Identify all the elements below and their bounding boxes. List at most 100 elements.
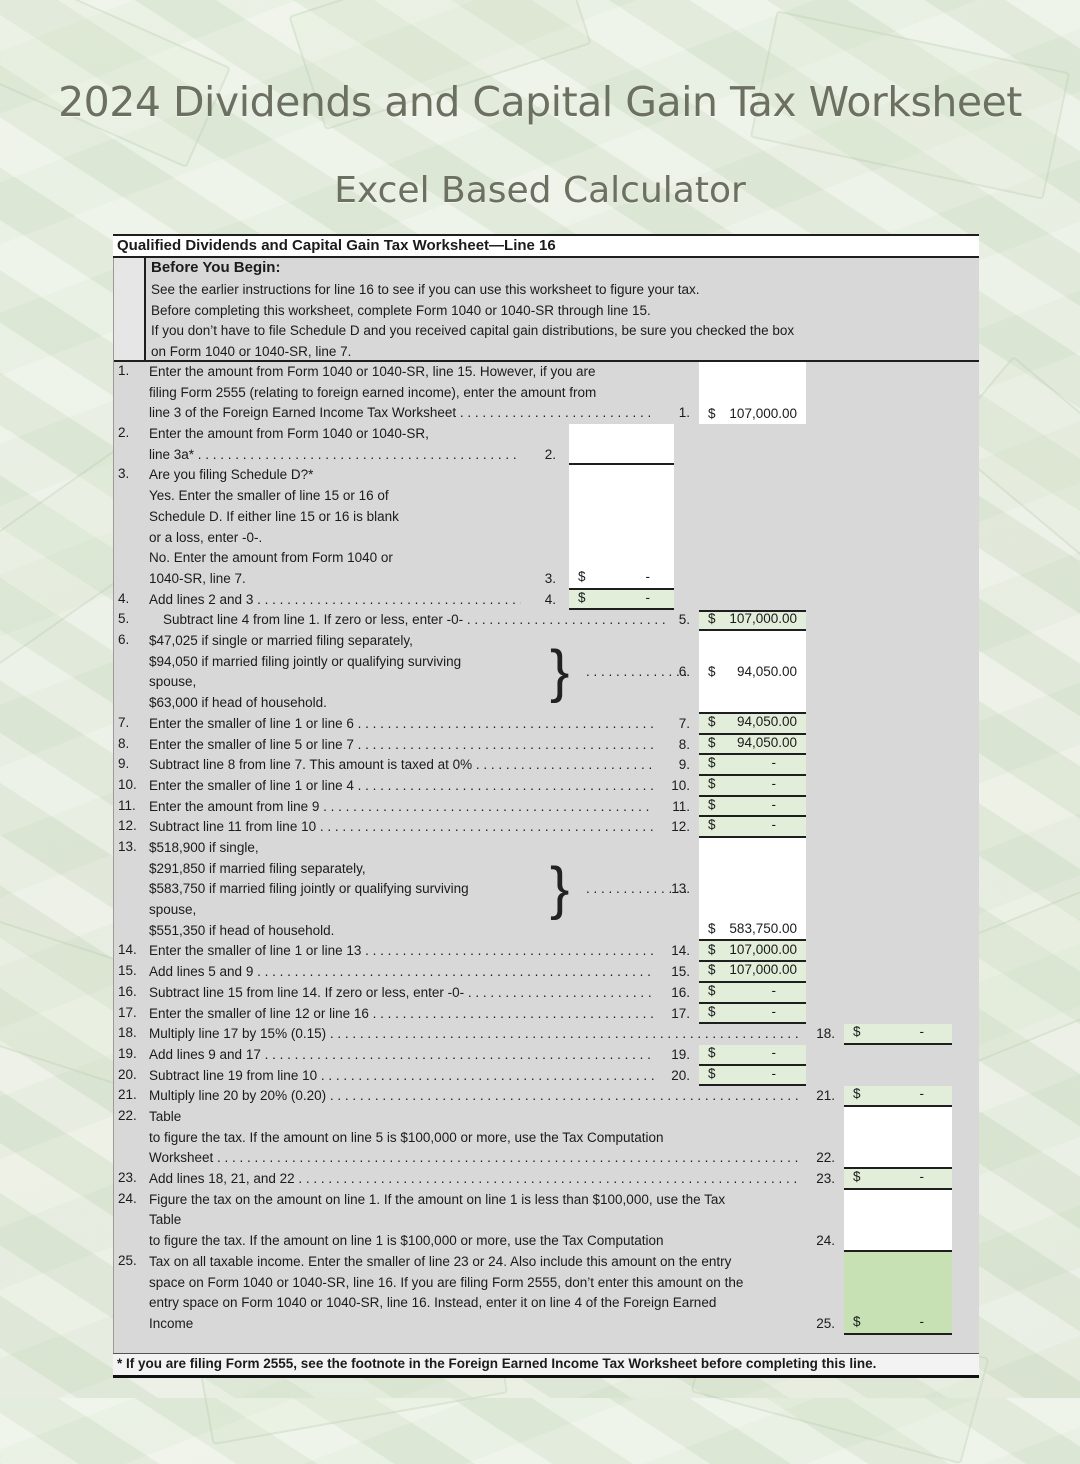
line-value-label: 23. — [816, 1171, 835, 1187]
line-value-label: 24. — [816, 1233, 835, 1249]
line-text: Subtract line 4 from line 1. If zero or … — [163, 612, 666, 628]
line-text: $94,050 if married filing jointly or qua… — [149, 653, 462, 669]
line-23-value-cell[interactable]: $ - — [844, 1169, 952, 1190]
line-value-label: 21. — [816, 1088, 835, 1104]
line-20-value-cell[interactable]: $ - — [699, 1065, 806, 1087]
amount-value: 107,000.00 — [729, 962, 797, 978]
line-3-value-cell[interactable]: $ - — [569, 465, 674, 590]
cell-value: $ - — [699, 981, 806, 1001]
cell-value: $107,000.00 — [699, 939, 806, 959]
cell-value: $107,000.00 — [699, 403, 806, 423]
amount-value: - — [771, 817, 777, 833]
line-value-label: 9. — [678, 757, 690, 773]
cell-value: $94,050.00 — [699, 712, 806, 732]
line-24-value-cell[interactable] — [844, 1189, 952, 1252]
line-22-value-cell[interactable] — [844, 1106, 952, 1170]
cell-value: $ - — [844, 1022, 952, 1042]
before-line: Before completing this worksheet, comple… — [151, 302, 651, 318]
amount-value: - — [771, 1003, 777, 1019]
cell-value: $ - — [569, 567, 674, 587]
line-value-label: 8. — [678, 736, 690, 752]
before-heading: Before You Begin: — [151, 259, 281, 276]
cell-value: $ - — [844, 1167, 952, 1187]
before-you-begin-section: Before You Begin: See the earlier instru… — [114, 258, 979, 362]
line-text: Enter the smaller of line 1 or line 13 .… — [149, 943, 654, 959]
line-text: Tax on all taxable income. Enter the sma… — [149, 1253, 732, 1269]
amount-value: 94,050.00 — [736, 663, 797, 679]
line-text: Subtract line 19 from line 10 . . . . . … — [149, 1067, 654, 1083]
line-7-value-cell[interactable]: $94,050.00 — [699, 712, 806, 735]
currency-symbol: $ — [708, 983, 716, 999]
line-2-value-cell[interactable] — [569, 424, 674, 466]
line-number: 6. — [118, 632, 130, 648]
amount-value: 107,000.00 — [729, 405, 797, 421]
amount-value: - — [771, 1045, 777, 1061]
line-text: $551,350 if head of household. — [149, 922, 335, 938]
cell-value: $ - — [699, 753, 806, 773]
currency-symbol: $ — [708, 610, 716, 626]
line-value-label: 7. — [678, 715, 690, 731]
currency-symbol: $ — [708, 920, 716, 936]
cell-value: $ - — [569, 587, 674, 607]
worksheet-line-16: 16. Subtract line 15 from line 14. If zer… — [114, 981, 980, 1004]
worksheet-line-13: 13. $518,900 if single, $291,850 if marrie… — [114, 837, 980, 942]
line-number: 4. — [118, 590, 130, 606]
amount-value: - — [919, 1024, 925, 1040]
line-5-value-cell[interactable]: $107,000.00 — [699, 610, 806, 632]
line-text: Enter the amount from Form 1040 or 1040-… — [149, 426, 429, 442]
line-19-value-cell[interactable]: $ - — [699, 1044, 806, 1066]
line-1-value-cell[interactable]: $107,000.00 — [699, 362, 806, 425]
line-11-value-cell[interactable]: $ - — [699, 796, 806, 818]
currency-symbol: $ — [708, 776, 716, 792]
line-text: Yes. Enter the smaller of line 15 or 16 … — [149, 488, 389, 504]
currency-symbol: $ — [853, 1314, 861, 1330]
line-text: space on Form 1040 or 1040-SR, line 16. … — [149, 1274, 744, 1290]
line-text: Figure the tax on the amount on line 1. … — [149, 1191, 726, 1207]
line-9-value-cell[interactable]: $ - — [699, 755, 806, 776]
line-16-value-cell[interactable]: $ - — [699, 981, 806, 1004]
line-15-value-cell[interactable]: $107,000.00 — [699, 962, 806, 983]
currency-symbol: $ — [578, 589, 586, 605]
line-8-value-cell[interactable]: $94,050.00 — [699, 734, 806, 756]
line-text: Enter the smaller of line 5 or line 7 . … — [149, 736, 654, 752]
line-14-value-cell[interactable]: $107,000.00 — [699, 939, 806, 963]
currency-symbol: $ — [708, 817, 716, 833]
brace-glyph: } — [550, 639, 570, 705]
worksheet-line-17: 17. Enter the smaller of line 12 or line … — [114, 1003, 980, 1025]
line-17-value-cell[interactable]: $ - — [699, 1003, 806, 1025]
amount-value: - — [645, 589, 651, 605]
line-6-value-cell[interactable]: $94,050.00 — [699, 631, 806, 714]
line-18-value-cell[interactable]: $ - — [844, 1024, 952, 1045]
currency-symbol: $ — [708, 796, 716, 812]
line-text: Enter the amount from Form 1040 or 1040-… — [149, 364, 596, 379]
line-number: 2. — [118, 425, 130, 441]
line-text: to figure the tax. If the amount on line… — [149, 1233, 664, 1249]
line-12-value-cell[interactable]: $ - — [699, 817, 806, 838]
line-number: 13. — [118, 838, 137, 854]
line-21-value-cell[interactable]: $ - — [844, 1086, 952, 1107]
amount-value: - — [771, 776, 777, 792]
line-value-label: 25. — [816, 1315, 835, 1331]
amount-value: 583,750.00 — [729, 920, 797, 936]
line-4-value-cell[interactable]: $ - — [569, 587, 674, 611]
line-value-label: 13. — [671, 881, 690, 897]
spacer-row — [114, 1335, 979, 1353]
line-10-value-cell[interactable]: $ - — [699, 775, 806, 797]
line-number: 18. — [118, 1025, 137, 1041]
currency-symbol: $ — [708, 1065, 716, 1081]
line-number: 9. — [118, 756, 130, 772]
line-13-value-cell[interactable]: $583,750.00 — [699, 837, 806, 942]
worksheet-body: Before You Begin: See the earlier instru… — [113, 258, 979, 1353]
line-value-label: 6. — [678, 664, 690, 680]
worksheet-line-22: 22. Table to figure the tax. If the amount… — [114, 1106, 980, 1170]
currency-symbol: $ — [708, 405, 716, 421]
line-text: Subtract line 15 from line 14. If zero o… — [149, 984, 652, 1000]
line-25-value-cell[interactable]: $ - — [844, 1251, 952, 1335]
line-number: 20. — [118, 1066, 137, 1082]
line-value-label: 12. — [671, 819, 690, 835]
page-titles: 2024 Dividends and Capital Gain Tax Work… — [0, 78, 1080, 211]
line-number: 16. — [118, 983, 137, 999]
line-value-label: 4. — [544, 591, 556, 607]
line-number: 22. — [118, 1107, 137, 1123]
worksheet-lines: 1. Enter the amount from Form 1040 or 104… — [114, 362, 979, 1335]
